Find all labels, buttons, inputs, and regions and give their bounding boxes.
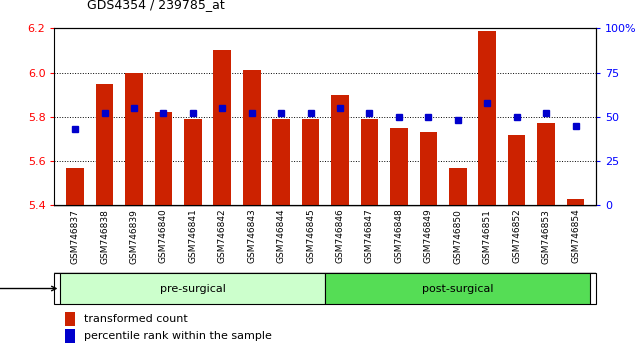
Text: GDS4354 / 239785_at: GDS4354 / 239785_at xyxy=(87,0,224,11)
Text: GSM746846: GSM746846 xyxy=(335,209,344,263)
Bar xyxy=(66,168,84,205)
Text: GSM746843: GSM746843 xyxy=(247,209,256,263)
Bar xyxy=(302,119,319,205)
Text: specimen: specimen xyxy=(0,284,56,293)
Bar xyxy=(184,119,202,205)
Text: GSM746839: GSM746839 xyxy=(129,209,138,264)
Text: GSM746851: GSM746851 xyxy=(483,209,492,264)
Text: GSM746840: GSM746840 xyxy=(159,209,168,263)
Text: GSM746845: GSM746845 xyxy=(306,209,315,263)
Bar xyxy=(567,199,585,205)
Text: GSM746848: GSM746848 xyxy=(394,209,403,263)
Bar xyxy=(478,30,496,205)
Bar xyxy=(326,273,590,304)
Text: GSM746854: GSM746854 xyxy=(571,209,580,263)
Bar xyxy=(154,113,172,205)
Text: GSM746838: GSM746838 xyxy=(100,209,109,264)
Bar xyxy=(272,119,290,205)
Text: GSM746841: GSM746841 xyxy=(188,209,197,263)
Bar xyxy=(361,119,378,205)
Text: post-surgical: post-surgical xyxy=(422,284,494,293)
Text: GSM746837: GSM746837 xyxy=(71,209,79,264)
Text: GSM746844: GSM746844 xyxy=(277,209,286,263)
Bar xyxy=(508,135,526,205)
Text: GSM746847: GSM746847 xyxy=(365,209,374,263)
Bar xyxy=(65,312,75,326)
Bar xyxy=(60,273,326,304)
Text: GSM746853: GSM746853 xyxy=(542,209,551,264)
Bar xyxy=(243,70,260,205)
Text: GSM746852: GSM746852 xyxy=(512,209,521,263)
Bar xyxy=(125,73,143,205)
Text: transformed count: transformed count xyxy=(84,314,188,324)
Bar xyxy=(419,132,437,205)
Text: percentile rank within the sample: percentile rank within the sample xyxy=(84,331,272,341)
Bar xyxy=(331,95,349,205)
Text: GSM746850: GSM746850 xyxy=(453,209,462,264)
Bar xyxy=(96,84,113,205)
Text: pre-surgical: pre-surgical xyxy=(160,284,226,293)
Bar xyxy=(449,168,467,205)
Bar xyxy=(213,51,231,205)
Text: GSM746849: GSM746849 xyxy=(424,209,433,263)
Bar xyxy=(65,329,75,343)
Text: GSM746842: GSM746842 xyxy=(218,209,227,263)
Bar xyxy=(537,124,555,205)
Bar xyxy=(390,128,408,205)
